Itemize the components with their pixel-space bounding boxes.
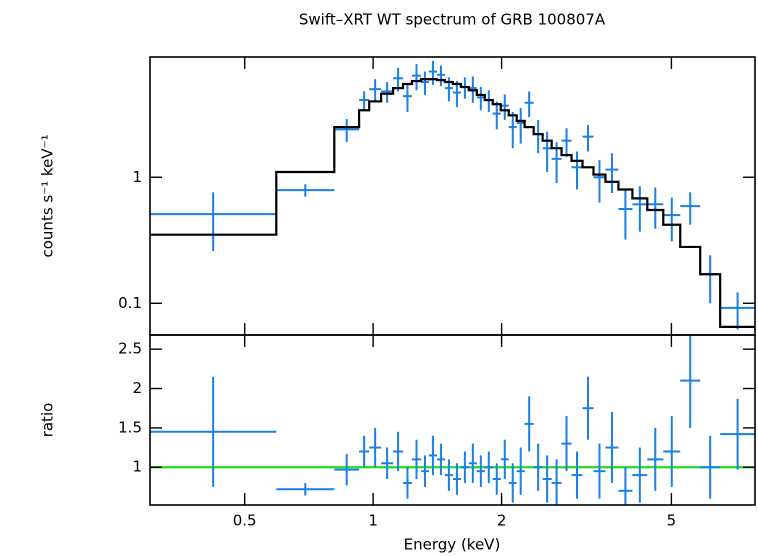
y-axis-label: counts s⁻¹ keV⁻¹ <box>39 135 57 258</box>
y-tick-label: 2 <box>132 379 142 397</box>
y-tick-label: 2.5 <box>118 340 142 358</box>
y-tick-label: 1 <box>132 458 142 476</box>
y-axis-label: ratio <box>39 403 57 438</box>
y-tick-label: 1.5 <box>118 418 142 436</box>
plot-area <box>150 60 755 330</box>
panel-frame <box>149 334 756 506</box>
y-tick-label: 1 <box>132 168 142 186</box>
chart-title: Swift–XRT WT spectrum of GRB 100807A <box>299 11 606 29</box>
plot-area <box>150 335 755 505</box>
x-tick-label: 5 <box>667 512 677 530</box>
x-tick-label: 0.5 <box>233 512 257 530</box>
panel-frame <box>149 56 756 336</box>
x-tick-label: 1 <box>368 512 378 530</box>
x-tick-label: 2 <box>497 512 507 530</box>
y-tick-label: 0.1 <box>118 294 142 312</box>
x-axis-label: Energy (keV) <box>404 536 501 554</box>
model-riser <box>275 79 722 327</box>
